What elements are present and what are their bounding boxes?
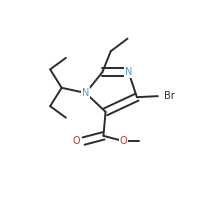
Text: O: O <box>120 136 127 146</box>
Text: Br: Br <box>164 91 175 101</box>
Text: N: N <box>125 67 132 77</box>
Text: O: O <box>72 136 80 146</box>
Text: N: N <box>82 88 89 98</box>
